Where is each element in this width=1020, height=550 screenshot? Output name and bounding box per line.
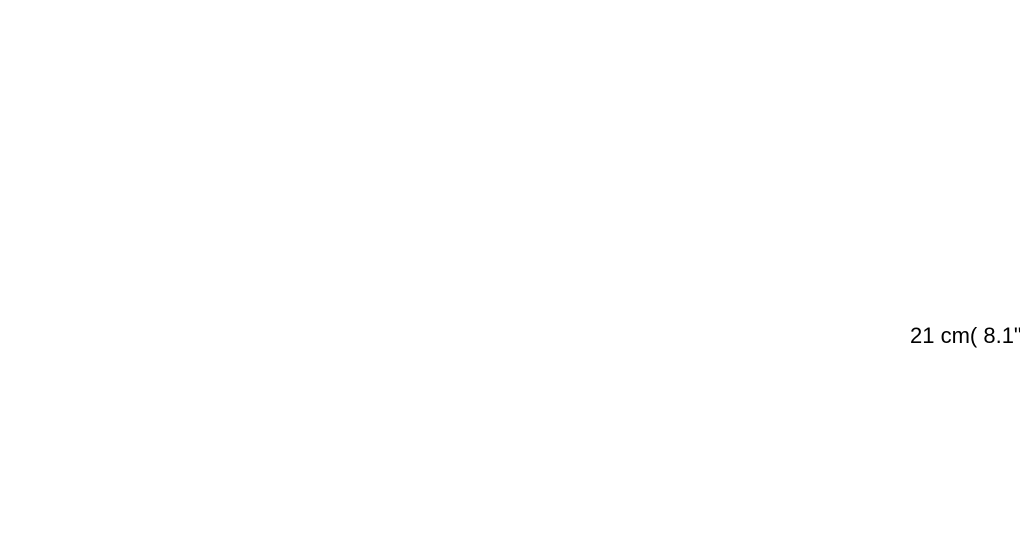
dim-label-height-21: 21 cm( 8.1") — [910, 310, 1020, 336]
diagram-canvas — [0, 0, 1020, 550]
